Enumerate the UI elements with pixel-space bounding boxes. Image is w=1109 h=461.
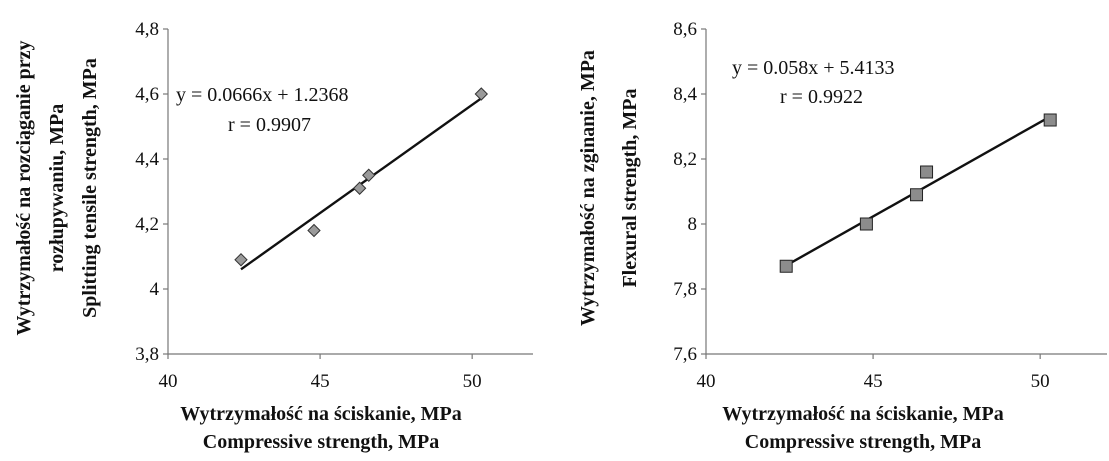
x-axis-label: Compressive strength, MPa <box>745 431 981 453</box>
y-axis-label: Wytrzymałość na zginanie, MPa <box>577 50 599 326</box>
y-tick-label: 4 <box>150 279 160 300</box>
trendline-equation: y = 0.0666x + 1.2368 <box>176 84 349 106</box>
data-point-square <box>910 188 924 202</box>
x-tick-label: 45 <box>864 371 883 392</box>
x-tick-label: 40 <box>697 371 716 392</box>
y-tick-label: 4,8 <box>135 19 159 40</box>
y-tick-label: 8,4 <box>673 84 697 105</box>
y-tick-label: 8 <box>688 214 698 235</box>
x-axis-label: Wytrzymałość na ściskanie, MPa <box>180 403 461 425</box>
data-point-diamond <box>352 181 367 195</box>
data-point-square <box>859 217 873 231</box>
data-point-diamond <box>307 223 321 238</box>
correlation-coefficient: r = 0.9922 <box>780 86 863 108</box>
data-point-diamond <box>362 168 376 182</box>
y-tick-label: 4,2 <box>135 214 159 235</box>
y-tick-label: 7,6 <box>673 344 697 365</box>
data-point-square <box>779 259 793 273</box>
y-tick-label: 8,2 <box>673 149 697 170</box>
data-point-diamond <box>234 253 248 267</box>
data-point-square <box>1043 113 1057 127</box>
y-axis-label: Splitting tensile strength, MPa <box>79 58 101 318</box>
x-tick-label: 50 <box>1031 371 1050 392</box>
y-tick-label: 7,8 <box>673 279 697 300</box>
x-axis-label: Wytrzymałość na ściskanie, MPa <box>722 403 1003 425</box>
y-tick-label: 3,8 <box>135 344 159 365</box>
x-tick-label: 45 <box>311 371 330 392</box>
chart-1: 3,8 4 4,2 4,4 4,6 4,8 40 45 50 y = 0.0666x + 1.23… <box>13 19 533 453</box>
y-axis-label: rozłupywaniu, MPa <box>46 104 68 273</box>
y-tick-label: 8,6 <box>673 19 697 40</box>
x-axis-label: Compressive strength, MPa <box>203 431 439 453</box>
correlation-coefficient: r = 0.9907 <box>228 114 311 136</box>
x-tick-label: 50 <box>463 371 482 392</box>
data-point-square <box>920 165 934 179</box>
y-axis-label: Wytrzymałość na rozciąganie przy <box>13 41 35 336</box>
x-tick-label: 40 <box>159 371 178 392</box>
y-tick-label: 4,4 <box>135 149 159 170</box>
data-point-diamond <box>474 87 488 101</box>
trendline-equation: y = 0.058x + 5.4133 <box>732 57 895 79</box>
chart-2: 7,6 7,8 8 8,2 8,4 8,6 40 45 50 y = 0.058x + 5.413… <box>577 19 1107 453</box>
y-axis-label: Flexural strength, MPa <box>619 88 641 287</box>
y-tick-label: 4,6 <box>135 84 159 105</box>
